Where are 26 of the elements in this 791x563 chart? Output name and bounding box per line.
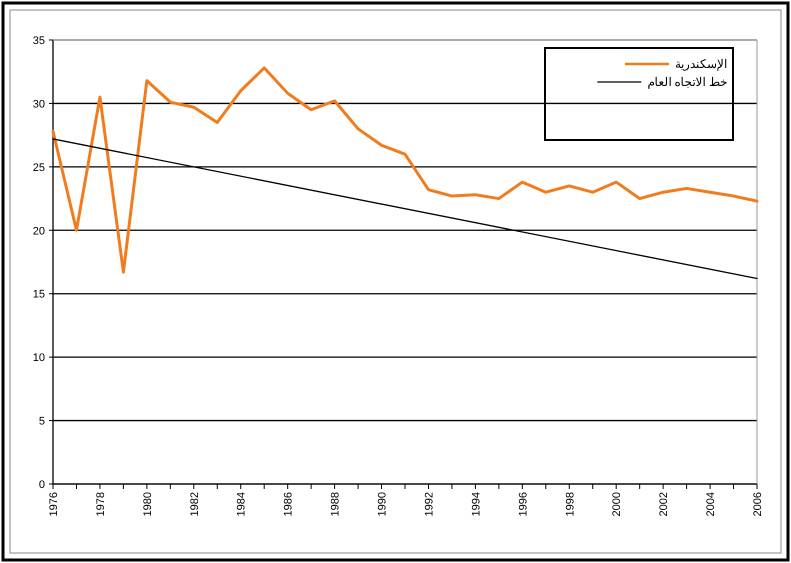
y-tick-label: 0: [38, 479, 45, 491]
y-tick-label: 15: [32, 288, 45, 301]
x-tick-label: 1998: [564, 492, 576, 516]
y-tick-label: 30: [32, 98, 45, 110]
x-tick-label: 1984: [236, 492, 248, 516]
x-tick-label: 1982: [188, 492, 201, 516]
x-tick-label: 1978: [94, 492, 107, 516]
x-tick-label: 2004: [705, 492, 718, 516]
x-tick-label: 1986: [282, 492, 295, 516]
y-tick-label: 20: [32, 225, 45, 238]
x-tick-label: 2002: [658, 492, 670, 516]
x-tick-label: 2000: [611, 492, 624, 516]
y-tick-label: 5: [38, 416, 45, 428]
x-tick-label: 2006: [752, 492, 764, 516]
x-tick-label: 1994: [470, 492, 482, 516]
legend-label: خط الاتجاه العام: [647, 75, 727, 89]
legend-label: الإسكندرية: [675, 57, 727, 72]
x-tick-label: 1988: [330, 492, 342, 516]
x-tick-label: 1992: [423, 492, 436, 516]
y-tick-label: 10: [32, 352, 45, 364]
x-tick-label: 1980: [142, 492, 154, 516]
y-tick-label: 25: [32, 162, 45, 174]
x-tick-label: 1990: [376, 492, 389, 516]
x-tick-label: 1996: [517, 492, 530, 516]
x-tick-label: 1976: [48, 492, 60, 516]
y-tick-label: 35: [32, 35, 45, 47]
